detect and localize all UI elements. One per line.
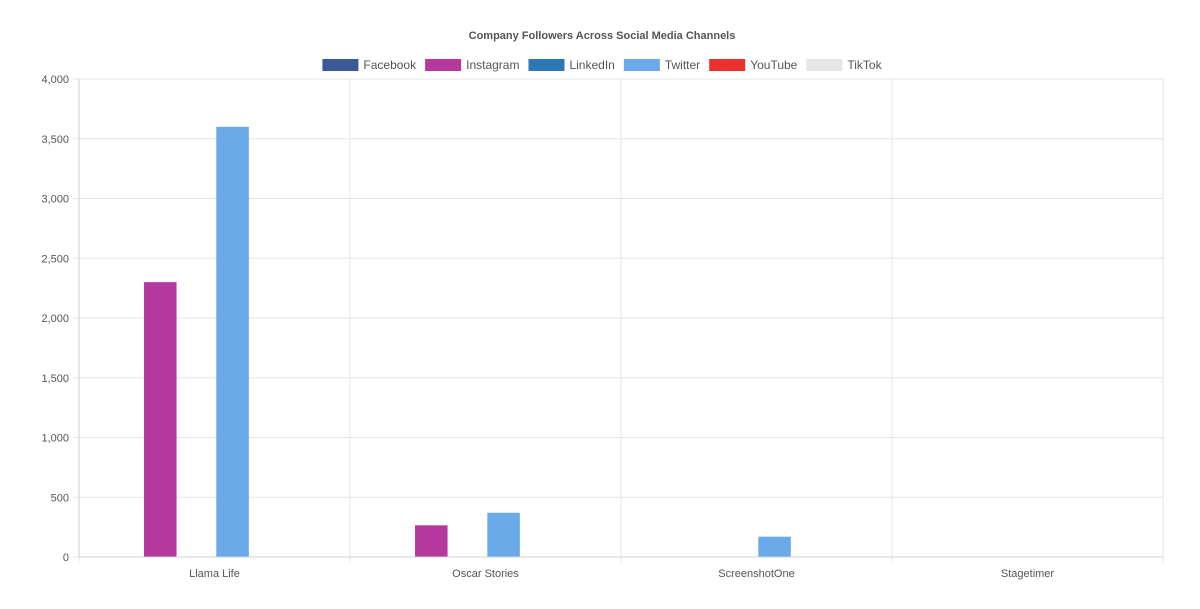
axes [78,79,1163,558]
y-tick-label: 3,000 [41,194,69,206]
y-tick-label: 1,500 [41,373,69,385]
x-tick-label: Llama Life [189,568,240,580]
chart-title: Company Followers Across Social Media Ch… [469,30,736,42]
legend-item-twitter[interactable]: Twitter [623,58,700,72]
x-tick-label: Oscar Stories [452,568,519,580]
legend-label: Instagram [466,58,519,72]
y-tick-label: 0 [63,552,69,564]
y-tick-label: 3,500 [41,134,69,146]
legend-swatch [528,59,565,71]
bar-instagram-oscar-stories[interactable] [415,525,448,557]
legend: Facebook Instagram LinkedIn Twitter YouTube T… [322,58,883,72]
x-axis-ticks: Llama Life Oscar Stories ScreenshotOne Stag… [189,568,1054,580]
x-tick-label: Stagetimer [1001,568,1055,580]
bar-instagram-llama-life[interactable] [144,282,177,557]
x-tick-label: ScreenshotOne [718,568,794,580]
legend-swatch [806,59,843,71]
legend-swatch [425,59,462,71]
legend-item-linkedin[interactable]: LinkedIn [528,58,615,72]
legend-item-tiktok[interactable]: TikTok [806,58,883,72]
legend-item-facebook[interactable]: Facebook [322,58,417,72]
legend-label: YouTube [750,58,797,72]
legend-swatch [623,59,660,71]
y-tick-label: 500 [51,492,69,504]
y-tick-label: 1,000 [41,433,69,445]
bar-twitter-llama-life[interactable] [216,126,249,558]
legend-label: TikTok [847,58,882,72]
bars [144,126,791,558]
y-axis-ticks: 0 500 1,000 1,500 2,000 2,500 3,000 3,500 4,000 [41,74,69,564]
legend-swatch [322,59,359,71]
y-tick-label: 2,000 [41,313,69,325]
y-tick-label: 2,500 [41,253,69,265]
legend-label: LinkedIn [569,58,614,72]
legend-item-youtube[interactable]: YouTube [709,58,798,72]
bar-twitter-oscar-stories[interactable] [487,512,520,557]
bar-twitter-screenshotone[interactable] [758,536,791,557]
legend-label: Facebook [363,58,417,72]
legend-swatch [709,59,746,71]
legend-label: Twitter [665,58,700,72]
y-tick-label: 4,000 [41,74,69,86]
legend-item-instagram[interactable]: Instagram [425,58,519,72]
